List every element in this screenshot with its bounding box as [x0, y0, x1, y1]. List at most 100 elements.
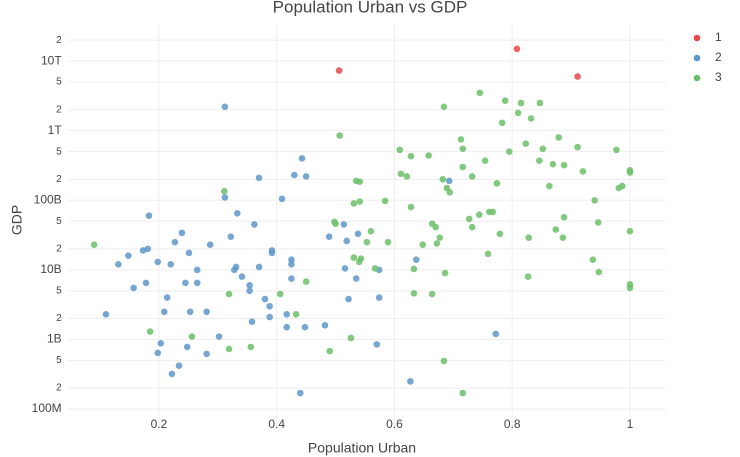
point: [278, 195, 286, 203]
point: [441, 269, 449, 277]
x-tick-label: 0.8: [504, 417, 521, 431]
point: [356, 178, 364, 185]
point: [481, 157, 489, 165]
point: [539, 145, 547, 153]
point: [589, 256, 597, 263]
point: [115, 261, 122, 268]
point: [355, 258, 363, 266]
point: [215, 333, 223, 340]
point: [468, 223, 476, 231]
point: [626, 284, 634, 292]
y-tick-label: 2: [56, 174, 62, 185]
point: [168, 370, 176, 378]
point: [261, 295, 269, 303]
point: [221, 103, 229, 111]
y-tick-label: 100M: [32, 401, 62, 415]
point: [440, 103, 448, 111]
point: [175, 362, 183, 369]
point: [412, 256, 420, 263]
point: [186, 308, 194, 316]
point: [560, 161, 568, 169]
point: [193, 279, 201, 287]
point: [283, 310, 291, 318]
point: [626, 169, 634, 176]
point: [163, 294, 171, 301]
y-tick-label: 5: [56, 77, 62, 88]
point: [525, 234, 533, 241]
point: [626, 227, 634, 235]
legend-label: 3: [715, 70, 722, 84]
y-tick-label: 2: [56, 104, 62, 115]
chart-title: Population Urban vs GDP: [273, 0, 468, 16]
point: [527, 115, 535, 122]
point: [146, 328, 154, 335]
x-axis-title: Population Urban: [308, 440, 416, 456]
point: [489, 208, 497, 216]
point: [255, 174, 263, 182]
point: [347, 334, 355, 342]
point: [356, 198, 364, 205]
point: [231, 266, 238, 274]
point: [373, 341, 381, 348]
point: [251, 221, 258, 228]
point: [248, 318, 256, 325]
point: [171, 238, 179, 246]
point: [182, 279, 189, 287]
point: [246, 287, 253, 295]
point: [555, 134, 563, 141]
point: [350, 200, 358, 207]
y-tick-label: 2: [56, 313, 62, 324]
point: [613, 146, 620, 154]
point: [439, 176, 447, 183]
point: [188, 333, 196, 340]
point: [465, 215, 473, 223]
point: [343, 237, 351, 245]
y-tick-label: 5: [56, 146, 62, 157]
point: [283, 323, 291, 331]
point: [276, 290, 284, 298]
point: [410, 290, 418, 297]
point: [227, 233, 235, 240]
point: [407, 378, 414, 385]
point: [221, 194, 229, 201]
point: [301, 323, 309, 331]
point: [425, 152, 432, 159]
point: [574, 73, 581, 80]
point: [445, 177, 453, 185]
point: [154, 349, 162, 357]
point: [524, 273, 532, 280]
point: [410, 265, 418, 273]
point: [160, 308, 168, 316]
y-tick-label: 2: [56, 383, 62, 394]
point: [484, 250, 492, 258]
point: [325, 233, 333, 240]
point: [594, 219, 602, 226]
point: [203, 308, 210, 316]
point: [130, 284, 137, 292]
point: [298, 155, 306, 162]
legend-label: 2: [715, 50, 722, 64]
point: [139, 247, 147, 254]
point: [549, 160, 557, 168]
point: [381, 197, 389, 205]
point: [559, 234, 567, 241]
point: [336, 132, 344, 139]
point: [157, 340, 165, 347]
point: [591, 196, 598, 204]
point: [371, 265, 379, 272]
point: [288, 275, 295, 282]
point: [326, 347, 334, 355]
point: [440, 357, 448, 365]
point: [595, 268, 603, 276]
point: [332, 220, 339, 228]
point: [407, 152, 415, 160]
point: [514, 109, 522, 117]
point: [505, 148, 513, 155]
point: [493, 180, 501, 187]
x-tick-label: 0.4: [268, 417, 285, 431]
point: [178, 229, 186, 237]
point: [396, 146, 404, 154]
point: [513, 45, 521, 53]
point: [459, 389, 467, 397]
